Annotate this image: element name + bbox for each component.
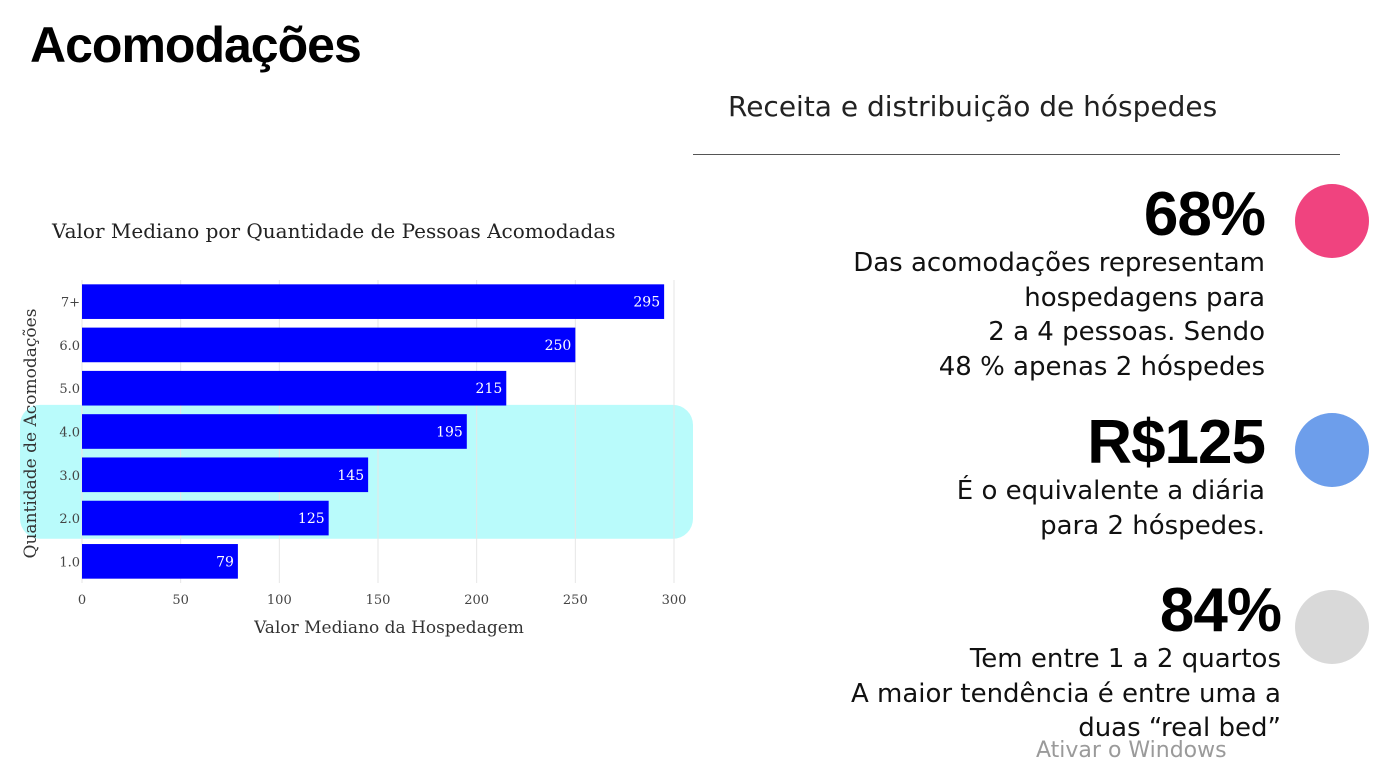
data-label: 145 [337,468,364,484]
x-tick-label: 50 [172,593,189,608]
y-tick-label: 4.0 [59,426,80,441]
bar [82,414,467,449]
data-label: 215 [476,381,503,397]
y-tick-label: 5.0 [59,382,80,397]
windows-activation-watermark: Ativar o Windows [1036,738,1227,763]
bar [82,327,576,363]
bar [82,544,238,579]
stat-value: 68% [1143,180,1266,249]
bar [82,370,507,406]
data-label: 125 [298,511,325,527]
y-tick-label: 2.0 [59,512,80,527]
section-title: Receita e distribuição de hóspedes [728,90,1218,123]
y-tick-label: 3.0 [59,469,80,484]
y-tick-label: 6.0 [59,339,80,354]
stat-card-price: R$125 É o equivalente a diária para 2 hó… [956,408,1266,543]
y-axis-label: Quantidade de Acomodações [21,309,41,559]
stat-card-guests: 68% Das acomodações representam hospedag… [853,180,1266,384]
stat-description: Tem entre 1 a 2 quartos A maior tendênci… [850,644,1281,743]
bar [82,457,369,493]
page-title: Acomodações [30,17,362,73]
chart-title: Valor Mediano por Quantidade de Pessoas … [51,219,616,243]
data-label: 295 [633,295,660,311]
data-label: 250 [545,338,572,354]
stat-value: R$125 [1087,408,1266,477]
x-tick-label: 100 [267,593,292,608]
x-axis-label: Valor Mediano da Hospedagem [253,618,524,638]
bar [82,500,329,536]
x-tick-label: 250 [563,593,588,608]
x-tick-label: 300 [662,593,687,608]
y-tick-label: 1.0 [59,555,80,570]
bar-chart: Valor Mediano por Quantidade de Pessoas … [20,219,693,638]
stat-card-rooms: 84% Tem entre 1 a 2 quartos A maior tend… [850,576,1282,746]
data-label: 195 [436,425,463,441]
y-tick-label: 7+ [61,296,80,311]
stat-value: 84% [1159,576,1282,645]
x-tick-label: 200 [464,593,489,608]
data-label: 79 [216,554,234,570]
x-tick-label: 150 [366,593,391,608]
stat-description: É o equivalente a diária para 2 hóspedes… [956,476,1265,541]
gray-circle-icon [1295,590,1369,664]
stat-description: Das acomodações representam hospedagens … [853,248,1265,382]
section-divider [693,154,1340,155]
blue-circle-icon [1295,413,1369,487]
x-tick-label: 0 [78,593,86,608]
pink-circle-icon [1295,184,1369,258]
bar [82,284,665,319]
